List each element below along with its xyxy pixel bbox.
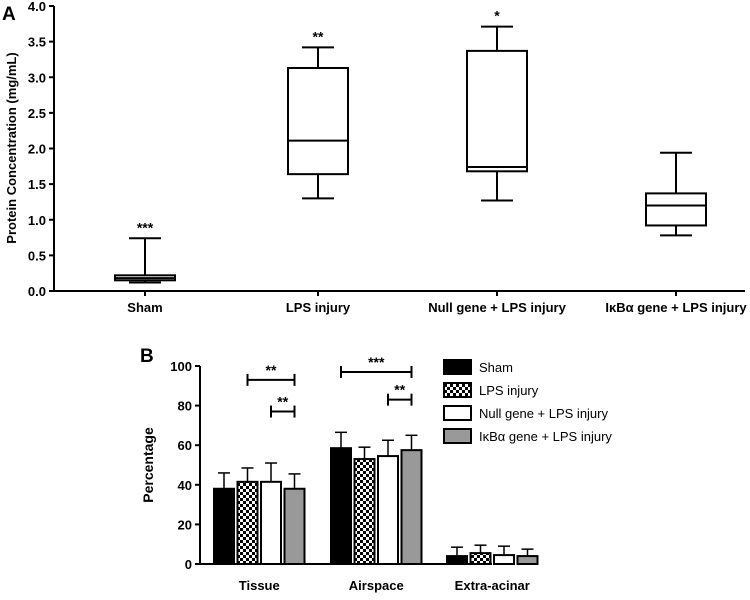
box-significance-label: **: [313, 28, 324, 44]
legend-entry: Null gene + LPS injury: [479, 406, 608, 421]
panel-b-y-axis-label: Percentage: [140, 427, 156, 503]
bar: [330, 447, 352, 566]
bar: [213, 487, 235, 566]
panel-a-y-tick-label: 4.0: [28, 0, 46, 14]
bar: [377, 455, 399, 565]
box-1: **: [287, 28, 349, 200]
panel-b-category-label: Airspace: [349, 578, 404, 593]
bar: [516, 555, 539, 566]
significance-label: **: [394, 382, 405, 398]
panel-a-y-tick-label: 1.5: [28, 177, 46, 192]
bar: [353, 458, 376, 565]
panel-b-legend: Sham LPS injury Null gene + LPS injury IκBα…: [443, 359, 612, 444]
panel-b-label: B: [140, 346, 154, 367]
panel-a-category-label: IκBα gene + LPS injury: [605, 300, 747, 315]
box-iqr: [645, 192, 707, 227]
bar: [236, 480, 259, 565]
panel-b-y-tick-label: 0: [185, 557, 192, 572]
legend-swatch: [443, 382, 472, 398]
legend-entry: LPS injury: [479, 383, 539, 398]
panel-a-axes: 0.0 0.5 1.0 1.5 2.0 2.5 3.0 3.5 4.0 Sham LPS injur…: [28, 0, 747, 315]
panel-b-category-label: Tissue: [239, 578, 280, 593]
panel-a-label: A: [2, 4, 16, 25]
panel-a-y-tick-label: 2.5: [28, 106, 46, 121]
panel-b-y-tick-label: 40: [178, 478, 192, 493]
panel-b: B Percentage 0 20 40 60 80 100 Tissue Airspace E…: [140, 346, 612, 593]
panel-a: A Protein Concentration (mg/mL) 0.0 0.5 1.…: [2, 0, 747, 315]
panel-b-bars: *********: [213, 354, 539, 566]
panel-a-y-tick-label: 0.5: [28, 248, 46, 263]
box-significance-label: ***: [137, 219, 154, 235]
box-iqr: [287, 66, 349, 176]
box-3: [645, 151, 707, 237]
bar: [469, 552, 492, 565]
panel-b-y-tick-label: 80: [178, 399, 192, 414]
panel-a-y-tick-label: 2.0: [28, 142, 46, 157]
significance-label: **: [277, 394, 288, 410]
legend-swatch: [443, 359, 472, 375]
legend-entry: Sham: [479, 360, 513, 375]
panel-a-boxes: ******: [114, 8, 707, 284]
bar: [400, 449, 423, 565]
panel-a-category-label: LPS injury: [286, 300, 351, 315]
box-2: *: [466, 8, 528, 202]
bar: [446, 555, 468, 566]
panel-a-y-tick-label: 3.5: [28, 35, 46, 50]
legend-swatch: [443, 405, 472, 421]
panel-a-y-axis-label: Protein Concentration (mg/mL): [4, 52, 19, 243]
box-0: ***: [114, 219, 176, 284]
panel-a-y-tick-label: 3.0: [28, 70, 46, 85]
panel-a-y-tick-label: 0.0: [28, 284, 46, 299]
bar: [260, 480, 282, 565]
panel-b-category-label: Extra-acinar: [455, 578, 530, 593]
significance-label: ***: [368, 354, 385, 370]
panel-b-y-tick-label: 100: [170, 359, 192, 374]
legend-swatch: [443, 428, 472, 444]
panel-a-category-label: Null gene + LPS injury: [428, 300, 566, 315]
bar: [493, 554, 515, 566]
panel-b-y-tick-label: 20: [178, 517, 192, 532]
panel-a-y-tick-label: 1.0: [28, 213, 46, 228]
panel-a-category-label: Sham: [127, 300, 162, 315]
panel-b-y-tick-label: 60: [178, 438, 192, 453]
significance-label: **: [266, 362, 277, 378]
legend-entry: IκBα gene + LPS injury: [479, 429, 612, 444]
bar: [283, 487, 306, 566]
box-significance-label: *: [494, 8, 500, 24]
box-iqr: [466, 49, 528, 173]
